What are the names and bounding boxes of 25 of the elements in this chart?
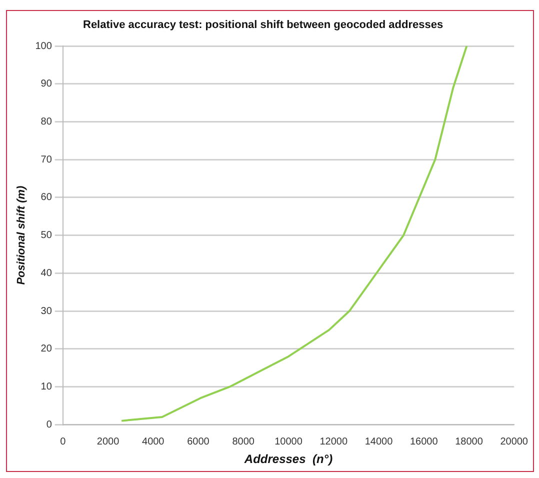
y-tick-label: 10 — [40, 381, 52, 392]
y-tick-label: 100 — [35, 40, 52, 52]
x-tick-label: 4000 — [142, 436, 165, 448]
y-tick-label: 30 — [40, 306, 52, 317]
x-tick-label: 18000 — [455, 436, 484, 448]
x-tick-label: 10000 — [274, 436, 303, 448]
y-tick-label: 50 — [40, 230, 52, 242]
y-tick-label: 40 — [40, 268, 52, 279]
x-tick-label: 16000 — [410, 436, 438, 448]
y-tick-label: 90 — [40, 78, 52, 90]
y-tick-label: 20 — [40, 344, 52, 355]
chart-title: Relative accuracy test: positional shift between geocoded addresses — [83, 19, 444, 31]
y-tick-label: 0 — [46, 419, 52, 430]
y-axis-title: Positional shift (m) — [16, 185, 28, 285]
x-tick-label: 14000 — [364, 436, 394, 448]
y-tick-label: 70 — [40, 154, 52, 166]
x-axis-title: Addresses (n°) — [243, 452, 333, 466]
x-tick-label: 2000 — [96, 436, 120, 448]
y-tick-label: 60 — [40, 192, 52, 204]
x-tick-label: 8000 — [232, 436, 255, 448]
x-tick-label: 6000 — [187, 436, 210, 448]
x-tick-label: 20000 — [500, 436, 528, 448]
y-tick-label: 80 — [40, 116, 52, 128]
x-tick-label: 0 — [60, 436, 66, 448]
x-tick-label: 12000 — [320, 436, 348, 448]
